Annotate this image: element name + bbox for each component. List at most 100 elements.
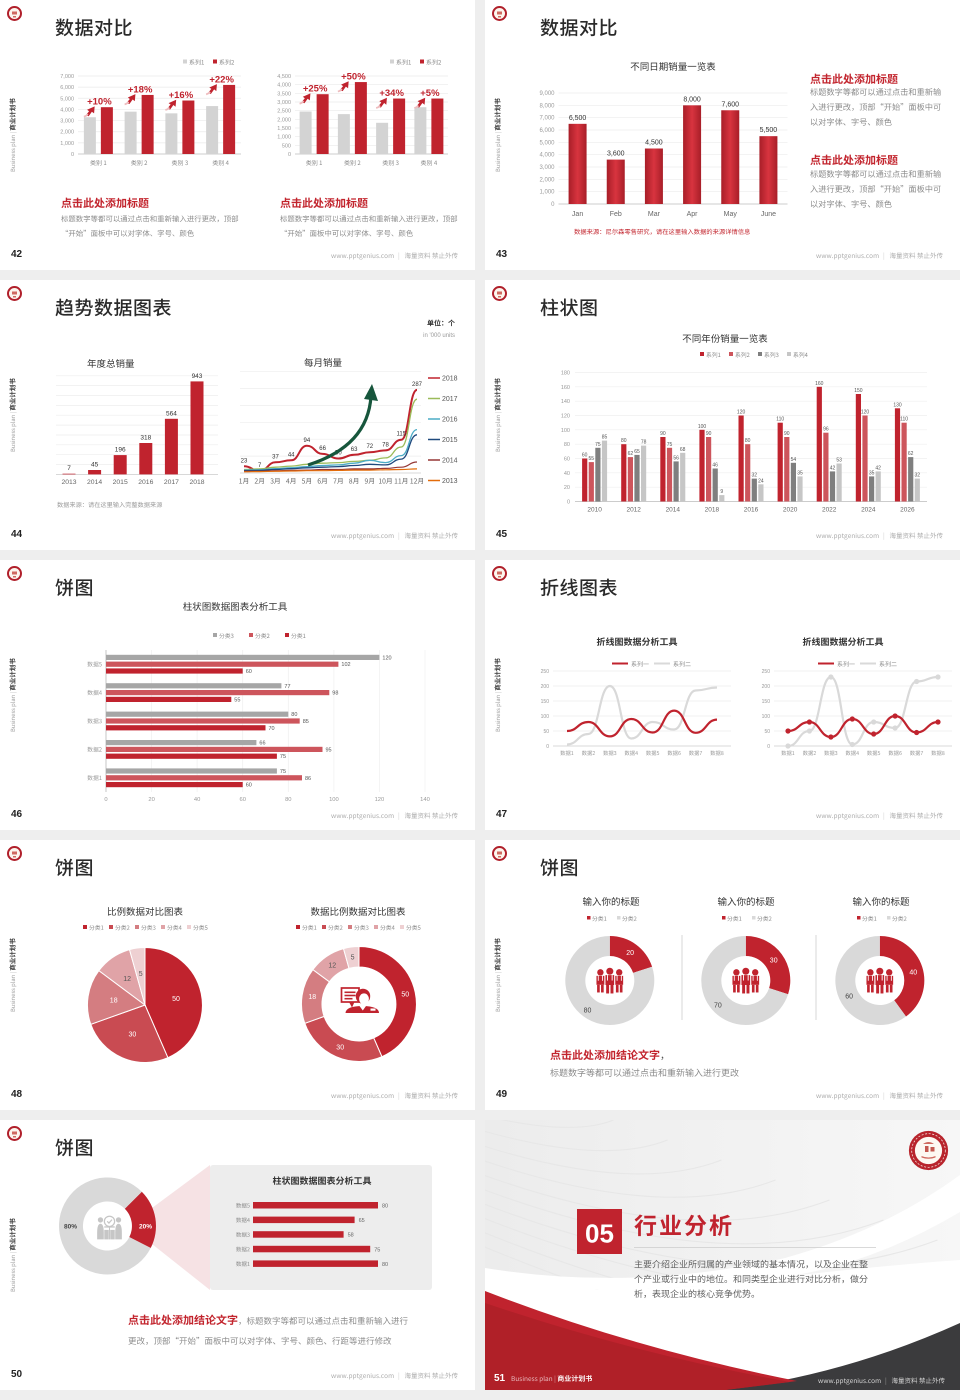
svg-text:1,000: 1,000 — [277, 135, 291, 141]
svg-text:75: 75 — [595, 442, 601, 448]
svg-text:5,500: 5,500 — [760, 127, 778, 134]
svg-text:+16%: +16% — [169, 90, 194, 101]
svg-text:90: 90 — [706, 431, 712, 437]
svg-text:42: 42 — [830, 465, 836, 471]
svg-text:in '000 units: in '000 units — [423, 333, 455, 339]
svg-text:24: 24 — [758, 478, 764, 484]
svg-text:55: 55 — [589, 456, 595, 462]
svg-text:8,000: 8,000 — [683, 96, 701, 103]
svg-text:58: 58 — [348, 1233, 354, 1239]
svg-text:40: 40 — [194, 797, 200, 803]
svg-text:75: 75 — [280, 754, 286, 760]
svg-text:80%: 80% — [64, 1224, 77, 1231]
svg-text:Mar: Mar — [648, 211, 661, 218]
svg-text:18: 18 — [308, 994, 316, 1001]
svg-text:200: 200 — [762, 684, 771, 690]
svg-text:+25%: +25% — [303, 84, 328, 95]
svg-text:55: 55 — [234, 697, 240, 703]
svg-text:5,000: 5,000 — [60, 96, 74, 102]
svg-text:6,000: 6,000 — [539, 128, 555, 134]
svg-text:62: 62 — [628, 451, 634, 457]
svg-text:85: 85 — [303, 719, 309, 725]
svg-text:32: 32 — [752, 473, 758, 479]
svg-text:2018: 2018 — [189, 479, 204, 486]
svg-text:160: 160 — [815, 381, 824, 387]
svg-text:2018: 2018 — [705, 507, 720, 514]
svg-text:53: 53 — [836, 458, 842, 464]
svg-text:18: 18 — [110, 998, 118, 1005]
svg-text:12: 12 — [328, 962, 336, 969]
svg-text:120: 120 — [382, 655, 391, 661]
svg-text:140: 140 — [420, 797, 430, 803]
svg-text:115: 115 — [397, 432, 407, 438]
svg-text:77: 77 — [284, 684, 290, 690]
svg-text:80: 80 — [745, 438, 751, 444]
svg-text:June: June — [761, 211, 776, 218]
svg-text:66: 66 — [259, 741, 265, 747]
svg-text:78: 78 — [382, 442, 389, 448]
svg-text:+18%: +18% — [128, 84, 153, 95]
svg-text:2015: 2015 — [113, 479, 128, 486]
svg-text:3,500: 3,500 — [277, 91, 291, 97]
svg-text:7,600: 7,600 — [721, 101, 739, 108]
svg-text:0: 0 — [71, 152, 74, 158]
svg-text:200: 200 — [541, 684, 550, 690]
svg-text:44: 44 — [288, 452, 295, 458]
svg-text:46: 46 — [712, 463, 718, 469]
svg-text:45: 45 — [496, 529, 508, 540]
svg-text:90: 90 — [660, 431, 666, 437]
svg-text:3,000: 3,000 — [60, 119, 74, 125]
svg-text:80: 80 — [291, 712, 297, 718]
svg-text:45: 45 — [91, 461, 99, 468]
svg-text:+22%: +22% — [209, 74, 234, 85]
svg-text:35: 35 — [797, 470, 803, 476]
svg-text:60: 60 — [246, 669, 252, 675]
svg-text:30: 30 — [129, 1031, 137, 1038]
svg-text:60: 60 — [582, 453, 588, 459]
svg-text:42: 42 — [875, 465, 881, 471]
svg-text:05: 05 — [585, 1219, 614, 1249]
svg-text:250: 250 — [541, 669, 550, 675]
svg-text:42: 42 — [11, 249, 23, 260]
svg-text:7: 7 — [258, 463, 262, 469]
svg-text:4,000: 4,000 — [539, 153, 555, 159]
svg-text:50: 50 — [543, 729, 549, 735]
svg-text:7,000: 7,000 — [539, 116, 555, 122]
svg-text:+5%: +5% — [420, 88, 440, 99]
svg-text:12: 12 — [123, 976, 131, 983]
svg-text:75: 75 — [280, 769, 286, 775]
svg-text:20%: 20% — [139, 1224, 152, 1231]
svg-text:130: 130 — [893, 402, 902, 408]
svg-text:85: 85 — [602, 435, 608, 441]
svg-text:37: 37 — [272, 454, 279, 460]
svg-text:3,600: 3,600 — [607, 151, 625, 158]
svg-text:46: 46 — [11, 809, 23, 820]
svg-text:49: 49 — [496, 1089, 508, 1100]
svg-text:100: 100 — [698, 424, 707, 430]
svg-text:47: 47 — [496, 809, 508, 820]
svg-text:150: 150 — [762, 699, 771, 705]
svg-text:564: 564 — [166, 410, 177, 417]
svg-text:5: 5 — [139, 971, 143, 978]
svg-text:50: 50 — [11, 1369, 23, 1380]
svg-text:70: 70 — [714, 1002, 722, 1009]
svg-text:Apr: Apr — [687, 211, 699, 218]
svg-text:140: 140 — [561, 399, 570, 405]
svg-text:0: 0 — [567, 500, 570, 506]
svg-text:86: 86 — [305, 776, 311, 782]
svg-text:40: 40 — [564, 471, 570, 477]
svg-text:20: 20 — [564, 485, 570, 491]
svg-text:65: 65 — [359, 1218, 365, 1224]
svg-text:6,500: 6,500 — [569, 115, 587, 122]
svg-text:Jan: Jan — [572, 211, 583, 218]
svg-text:8,000: 8,000 — [539, 103, 555, 109]
svg-text:50: 50 — [764, 729, 770, 735]
svg-text:54: 54 — [791, 457, 797, 463]
svg-text:7,000: 7,000 — [60, 74, 74, 80]
svg-text:9,000: 9,000 — [539, 91, 555, 97]
svg-text:35: 35 — [869, 470, 875, 476]
svg-text:100: 100 — [329, 797, 339, 803]
svg-text:80: 80 — [285, 797, 291, 803]
svg-text:75: 75 — [374, 1247, 380, 1253]
svg-text:98: 98 — [332, 691, 338, 697]
